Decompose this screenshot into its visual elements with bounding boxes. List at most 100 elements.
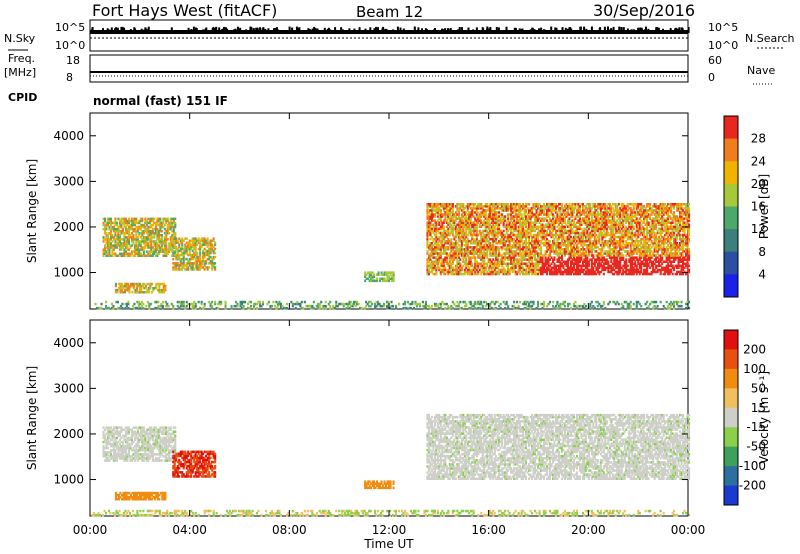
noise-speckle: [170, 27, 173, 33]
noise-speckle: [680, 27, 683, 33]
echo-cell: [435, 227, 438, 231]
echo-cell: [432, 260, 435, 263]
echo-cell: [493, 272, 496, 276]
echo-cell: [632, 252, 635, 255]
echo-cell: [544, 205, 547, 208]
echo-cell: [619, 254, 622, 257]
echo-cell: [565, 250, 568, 253]
echo-cell: [507, 256, 510, 259]
echo-cell: [490, 252, 493, 255]
echo-cell: [191, 243, 194, 247]
echo-cell: [598, 213, 601, 216]
echo-cell: [439, 233, 442, 237]
echo-cell: [171, 234, 174, 237]
echo-cell: [625, 215, 628, 218]
echo-cell: [623, 264, 626, 268]
echo-cell: [607, 260, 610, 263]
echo-cell: [517, 235, 520, 239]
echo-cell: [483, 205, 486, 208]
echo-cell: [517, 262, 520, 265]
echo-cell: [587, 246, 590, 249]
echo-cell: [540, 211, 543, 214]
echo-cell: [577, 252, 580, 255]
echo-cell: [547, 203, 550, 206]
noise-speckle: [647, 28, 650, 32]
echo-cell: [546, 213, 549, 216]
echo-cell: [459, 221, 462, 224]
noise-speckle: [656, 27, 659, 33]
echo-cell: [144, 284, 147, 288]
echo-cell: [144, 246, 147, 249]
echo-cell: [617, 270, 620, 274]
echo-cell: [120, 254, 123, 257]
echo-cell: [371, 277, 374, 280]
echo-cell: [643, 242, 646, 245]
echo-cell: [169, 238, 172, 241]
echo-cell: [175, 262, 178, 265]
echo-cell: [121, 242, 124, 245]
echo-cell: [566, 242, 569, 245]
echo-cell: [120, 242, 123, 245]
echo-cell: [602, 207, 605, 210]
echo-cell: [459, 205, 462, 208]
echo-cell: [442, 227, 445, 231]
echo-cell: [605, 227, 608, 231]
echo-cell: [460, 242, 463, 245]
echo-cell: [466, 270, 469, 274]
echo-cell: [187, 243, 190, 247]
echo-cell: [502, 205, 505, 208]
echo-cell: [538, 268, 541, 272]
echo-cell: [504, 233, 507, 237]
echo-cell: [171, 229, 174, 233]
echo-cell: [441, 268, 444, 272]
echo-cell: [429, 233, 432, 237]
echo-cell: [200, 237, 203, 240]
echo-cell: [450, 248, 453, 251]
echo-cell: [532, 246, 535, 249]
echo-cell: [444, 207, 447, 210]
echo-cell: [643, 262, 646, 265]
echo-cell: [442, 260, 445, 263]
echo-region: [114, 282, 167, 294]
noise-speckle: [233, 29, 236, 31]
echo-cell: [614, 262, 617, 265]
echo-cell: [426, 264, 429, 268]
noise-speckle: [313, 26, 316, 33]
echo-cell: [211, 260, 214, 263]
echo-cell: [474, 260, 477, 263]
echo-cell: [516, 246, 519, 249]
echo-cell: [486, 272, 489, 276]
echo-cell: [481, 205, 484, 208]
echo-cell: [188, 239, 191, 242]
echo-cell: [432, 219, 435, 222]
echo-cell: [451, 256, 454, 259]
echo-cell: [131, 282, 134, 286]
noise-speckle: [291, 27, 294, 33]
echo-cell: [454, 219, 457, 222]
echo-cell: [631, 268, 634, 272]
echo-cell: [147, 229, 150, 233]
echo-cell: [438, 221, 441, 224]
echo-cell: [510, 268, 513, 272]
echo-cell: [628, 215, 631, 218]
echo-cell: [557, 264, 560, 268]
echo-cell: [541, 272, 544, 276]
echo-cell: [483, 254, 486, 257]
echo-cell: [441, 252, 444, 255]
echo-cell: [109, 229, 112, 233]
echo-cell: [451, 268, 454, 272]
echo-cell: [584, 270, 587, 274]
echo-cell: [637, 221, 640, 224]
echo-cell: [439, 235, 442, 239]
echo-cell: [480, 233, 483, 237]
echo-cell: [442, 266, 445, 270]
echo-cell: [128, 286, 131, 290]
echo-cell: [123, 291, 126, 294]
echo-cell: [623, 215, 626, 218]
echo-cell: [156, 282, 159, 286]
echo-cell: [462, 203, 465, 206]
echo-cell: [541, 217, 544, 220]
noise-speckle: [340, 27, 343, 33]
echo-cell: [552, 246, 555, 249]
echo-cell: [611, 223, 614, 226]
